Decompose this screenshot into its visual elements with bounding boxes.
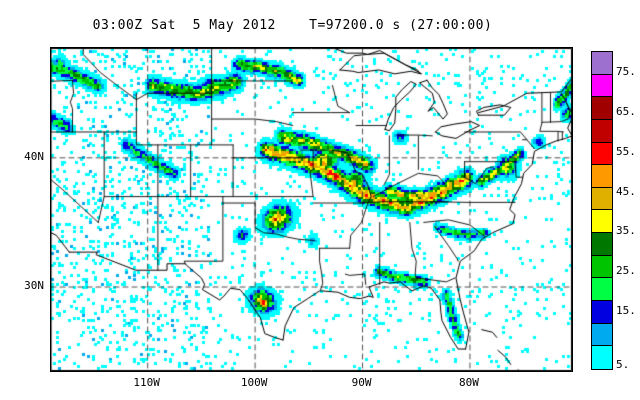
- colorbar-band: [592, 255, 612, 279]
- colorbar-tick-label: 65.: [616, 104, 636, 118]
- colorbar-band: [592, 210, 612, 234]
- map-plot-area: [50, 47, 573, 372]
- x-tick-label: 100W: [240, 376, 268, 389]
- colorbar-band: [592, 346, 612, 369]
- colorbar-band: [592, 323, 612, 347]
- colorbar-tick-label: 25.: [616, 264, 636, 278]
- colorbar-band: [592, 233, 612, 256]
- colorbar-band: [592, 142, 612, 166]
- reflectivity-colorbar: [591, 51, 613, 370]
- colorbar-band: [592, 165, 612, 188]
- colorbar-band: [592, 278, 612, 302]
- y-tick-label: 40N: [24, 149, 44, 163]
- colorbar-tick-label: 15.: [616, 304, 636, 318]
- colorbar-tick-label: 75.: [616, 64, 636, 78]
- colorbar-band: [592, 97, 612, 120]
- y-tick-label: 30N: [24, 279, 44, 293]
- colorbar-band: [592, 301, 612, 324]
- colorbar-band: [592, 187, 612, 211]
- colorbar-band: [592, 119, 612, 143]
- colorbar-tick-label: 5.: [616, 358, 630, 371]
- radar-reflectivity-map: [51, 48, 572, 371]
- colorbar-tick-label: 35.: [616, 224, 636, 238]
- colorbar-tick-label: 55.: [616, 144, 636, 158]
- page-title: 03:00Z Sat 5 May 2012 T=97200.0 s (27:00…: [92, 18, 493, 33]
- colorbar-band: [592, 74, 612, 98]
- colorbar-tick-label: 45.: [616, 184, 636, 198]
- x-tick-label: 90W: [351, 376, 372, 389]
- colorbar-band: [592, 52, 612, 75]
- x-tick-label: 80W: [459, 376, 479, 389]
- x-tick-label: 110W: [133, 376, 160, 389]
